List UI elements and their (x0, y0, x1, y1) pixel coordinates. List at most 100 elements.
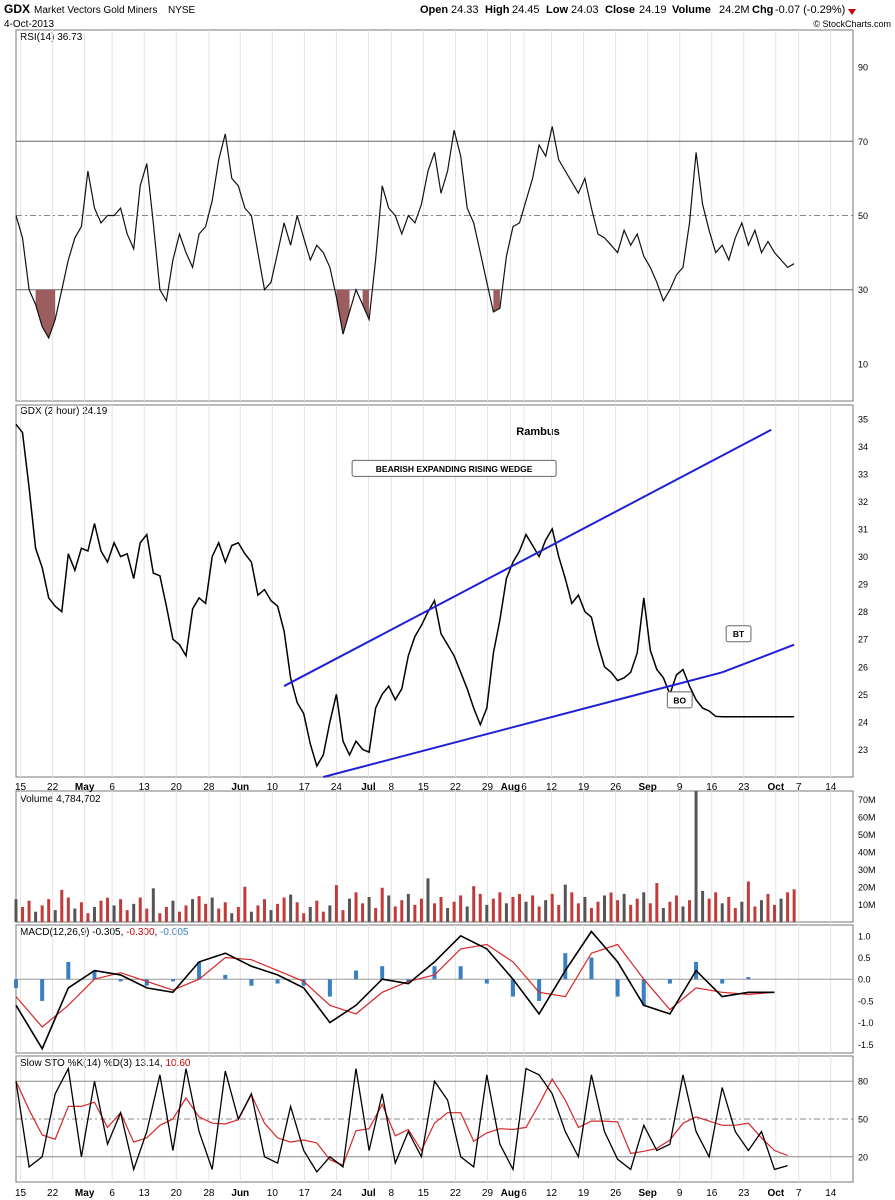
volume-bar (759, 900, 763, 922)
x-tick-label: 15 (15, 1188, 27, 1199)
wedge-callout: BEARISH EXPANDING RISING WEDGE (351, 459, 557, 477)
x-tick-label: Aug (501, 1188, 520, 1199)
volume-bar (249, 911, 253, 922)
volume-bar (191, 899, 195, 922)
macd-histogram-bar (354, 970, 359, 980)
y-tick-label: 30 (858, 552, 868, 562)
y-tick-label: 50 (858, 1115, 868, 1125)
macd-histogram-bar (720, 979, 725, 984)
x-tick-label: 8 (389, 782, 395, 793)
volume-bar (393, 906, 397, 922)
chart-header: GDX Market Vectors Gold Miners NYSE 4-Oc… (4, 2, 891, 30)
high-value: 24.45 (512, 4, 540, 16)
y-tick-label: 1.0 (858, 931, 871, 941)
x-tick-label: 8 (389, 1188, 395, 1199)
x-tick-label: 17 (299, 1188, 311, 1199)
x-tick-label: 29 (482, 782, 494, 793)
volume-bar (635, 898, 639, 922)
x-tick-label: 6 (521, 1188, 527, 1199)
x-tick-label: Oct (768, 782, 785, 793)
x-tick-label: May (75, 1188, 95, 1199)
volume-bar (321, 911, 325, 922)
volume-bar (766, 893, 770, 922)
macd-histogram-bar (144, 979, 149, 986)
x-tick-label: 15 (15, 782, 27, 793)
x-tick-label: 26 (610, 782, 622, 793)
volume-bar (276, 903, 280, 922)
low-label: Low (546, 4, 568, 16)
volume-bar (197, 896, 201, 922)
y-tick-label: 50M (858, 830, 876, 840)
volume-bar (596, 901, 600, 922)
macd-histogram-bar (197, 961, 202, 980)
y-tick-label: 70 (858, 137, 868, 147)
volume-bar (485, 904, 489, 922)
rsi-label: RSI(14) 36.73 (20, 32, 83, 43)
y-tick-label: 30M (858, 865, 876, 875)
volume-bar (210, 897, 214, 922)
y-tick-label: 30 (858, 285, 868, 295)
macd-histogram-bar (14, 979, 18, 988)
volume-bar (419, 898, 423, 922)
x-tick-label: 17 (299, 782, 311, 793)
x-tick-label: Sep (639, 782, 657, 793)
x-tick-label: 16 (706, 1188, 718, 1199)
macd-histogram-bar (40, 979, 45, 1001)
rsi-line (15, 126, 795, 340)
volume-bar (674, 895, 678, 922)
volume-bar (66, 897, 70, 922)
volume-bar (622, 893, 626, 922)
volume-bar (531, 895, 535, 922)
x-tick-label: 6 (521, 782, 527, 793)
volume-bar (308, 906, 312, 922)
volume-bar (158, 913, 162, 922)
volume-bar (406, 893, 410, 922)
y-tick-label: 29 (858, 580, 868, 590)
volume-bar (367, 897, 371, 922)
volume-bar (746, 881, 750, 922)
volume-bar (334, 885, 338, 922)
x-tick-label: 28 (203, 1188, 215, 1199)
volume-bar (544, 900, 548, 922)
volume-bar (262, 899, 266, 922)
open-label: Open (420, 4, 448, 16)
macd-label-value: -0.305 (92, 927, 121, 938)
x-tick-label: Jun (231, 1188, 249, 1199)
grid-layer (16, 30, 853, 1182)
price-panel-frame (15, 404, 854, 778)
y-tick-label: 0.0 (858, 975, 871, 985)
x-tick-label: Jul (361, 1188, 376, 1199)
volume-bar (106, 897, 110, 922)
volume-bar (151, 888, 155, 922)
volume-bar (99, 900, 103, 922)
sto-label-prefix: Slow STO %K(14) %D(3) (20, 1058, 135, 1069)
volume-bar (753, 906, 757, 922)
y-tick-label: 35 (858, 414, 868, 424)
x-tick-label: 29 (482, 1188, 494, 1199)
y-tick-label: -0.5 (858, 996, 874, 1006)
y-tick-label: -1.0 (858, 1018, 874, 1028)
x-tick-label: 22 (47, 1188, 59, 1199)
x-tick-label: 6 (109, 782, 115, 793)
down-arrow-icon (848, 9, 856, 15)
wedge-lower (323, 671, 723, 778)
volume-bar (138, 897, 142, 922)
y-tick-label: 80 (858, 1077, 868, 1087)
ticker-name: Market Vectors Gold Miners (34, 5, 157, 16)
volume-bar (446, 908, 450, 922)
volume-bar (701, 890, 705, 922)
close-label: Close (605, 4, 635, 16)
y-tick-label: 60M (858, 813, 876, 823)
sto-label-d: 10.60 (165, 1058, 190, 1069)
x-tick-label: 24 (331, 1188, 343, 1199)
volume-bar (589, 908, 593, 922)
volume-bar (688, 900, 692, 922)
macd-histogram-bar (327, 979, 332, 997)
sto-label-k: 13.14 (135, 1058, 160, 1069)
volume-bar (648, 903, 652, 922)
y-tick-label: 23 (858, 745, 868, 755)
bo-callout: BO (666, 691, 693, 709)
volume-bar (132, 903, 136, 922)
macd-histogram-bar (484, 979, 489, 984)
